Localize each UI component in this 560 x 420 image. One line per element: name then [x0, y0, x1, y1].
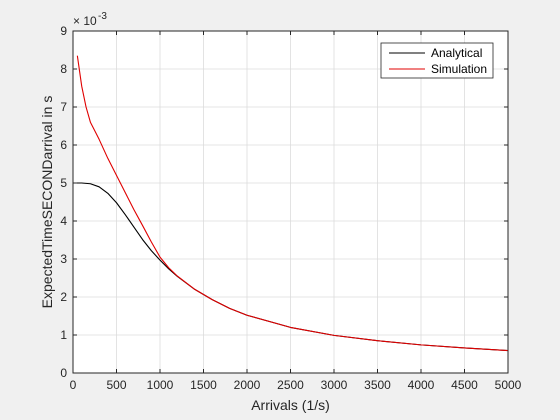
x-tick-label: 0 — [70, 378, 77, 392]
series-line-simulation — [76, 55, 509, 352]
legend-box — [380, 42, 494, 79]
x-tick-label: 1000 — [147, 378, 174, 392]
legend: Analytical Simulation — [380, 42, 494, 79]
y-exponent: × 10 -3 — [73, 11, 107, 28]
y-tick-label: 2 — [60, 290, 67, 304]
legend-entry-analytical: Analytical — [431, 46, 482, 60]
y-tick-label: 0 — [60, 366, 67, 380]
y-exponent-base: × 10 — [73, 14, 97, 28]
y-tick-label: 7 — [60, 100, 67, 114]
x-tick-label: 3500 — [364, 378, 391, 392]
legend-entry-simulation: Simulation — [431, 62, 487, 76]
y-tick-label: 9 — [60, 24, 67, 38]
y-tick-label: 1 — [60, 328, 67, 342]
y-tick-label: 3 — [60, 252, 67, 266]
x-axis-label: Arrivals (1/s) — [251, 397, 330, 413]
series-layer — [73, 55, 509, 352]
x-tick-label: 4000 — [408, 378, 435, 392]
y-tick-label: 6 — [60, 138, 67, 152]
y-exponent-power: -3 — [98, 11, 107, 22]
x-tick-label: 2500 — [277, 378, 304, 392]
y-tick-label: 8 — [60, 62, 67, 76]
x-tick-label: 5000 — [495, 378, 522, 392]
y-tick-label: 5 — [60, 176, 67, 190]
ticks: 0 500 1000 1500 2000 2500 3000 3500 4000 4500 5000… — [60, 24, 521, 392]
x-tick-label: 2000 — [234, 378, 261, 392]
y-axis-label: ExpectedTimeSECONDarrival in s — [39, 96, 55, 309]
x-tick-label: 1500 — [190, 378, 217, 392]
x-tick-label: 500 — [106, 378, 126, 392]
x-tick-label: 4500 — [451, 378, 478, 392]
x-tick-label: 3000 — [321, 378, 348, 392]
y-tick-label: 4 — [60, 214, 67, 228]
